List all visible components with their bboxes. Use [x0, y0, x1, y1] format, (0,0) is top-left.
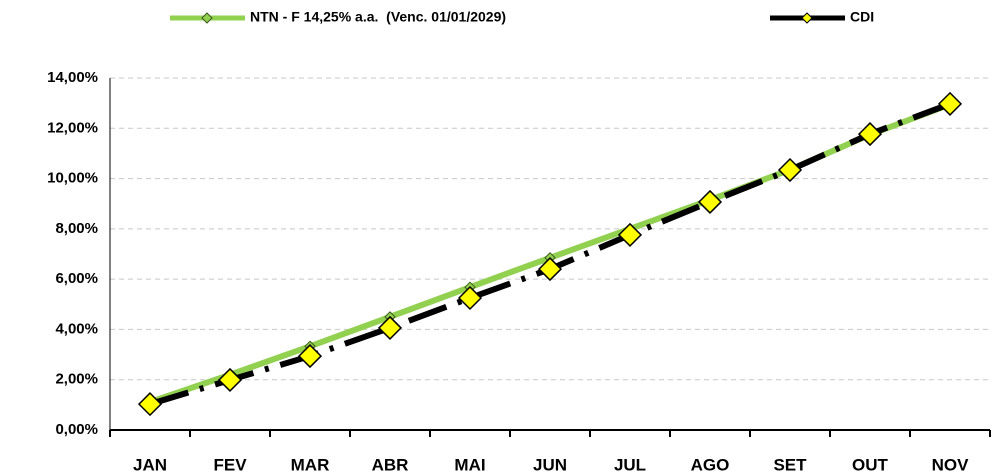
marker	[457, 285, 483, 311]
marker	[937, 91, 963, 116]
y-tick-label: 8,00%	[55, 220, 98, 237]
x-tick-label: OUT	[852, 455, 889, 474]
legend-marker	[801, 12, 813, 24]
legend-marker	[201, 12, 213, 24]
x-tick-label: AGO	[691, 455, 730, 474]
marker	[377, 315, 403, 340]
y-tick-label: 2,00%	[55, 371, 98, 388]
marker	[777, 157, 803, 183]
x-tick-label: JUL	[614, 455, 646, 474]
y-tick-label: 6,00%	[55, 270, 98, 287]
marker	[617, 222, 643, 247]
x-tick-label: MAI	[454, 455, 485, 474]
x-tick-label: JUN	[533, 455, 567, 474]
legend-label: NTN - F 14,25% a.a. (Venc. 01/01/2029)	[250, 9, 506, 25]
marker	[857, 122, 883, 147]
x-tick-label: SET	[773, 455, 807, 474]
y-tick-label: 0,00%	[55, 421, 98, 438]
marker	[217, 367, 243, 393]
x-tick-label: FEV	[213, 455, 247, 474]
marker	[537, 257, 563, 282]
x-tick-label: MAR	[291, 455, 330, 474]
y-tick-label: 4,00%	[55, 320, 98, 337]
marker	[697, 189, 723, 215]
marker	[137, 392, 163, 417]
x-tick-label: ABR	[372, 455, 409, 474]
y-tick-label: 14,00%	[47, 69, 98, 86]
x-tick-label: NOV	[932, 455, 970, 474]
y-tick-label: 12,00%	[47, 119, 98, 136]
legend-label: CDI	[850, 9, 874, 25]
y-tick-label: 10,00%	[47, 170, 98, 187]
marker	[297, 344, 323, 369]
x-tick-label: JAN	[133, 455, 167, 474]
